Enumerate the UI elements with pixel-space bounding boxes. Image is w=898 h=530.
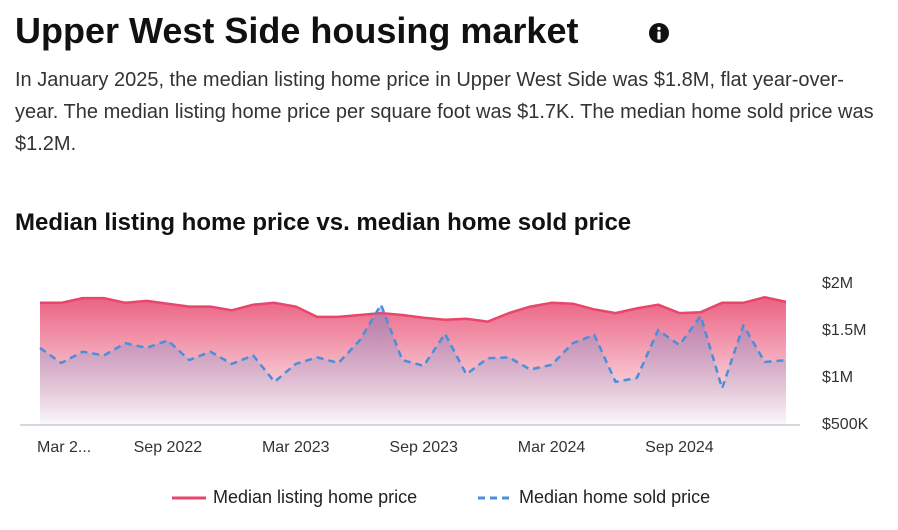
page-title: Upper West Side housing market [15,10,579,51]
x-tick-label: Sep 2024 [645,439,714,456]
chart-title: Median listing home price vs. median hom… [15,209,632,236]
legend-label: Median listing home price [213,487,417,507]
area-fill [40,304,786,425]
y-tick-label: $1M [822,369,853,386]
y-tick-label: $500K [822,416,869,433]
legend-label: Median home sold price [519,487,710,507]
y-tick-label: $2M [822,275,853,292]
x-tick-label: Mar 2... [37,439,91,456]
info-icon[interactable] [648,22,670,44]
x-tick-label: Sep 2023 [389,439,458,456]
series-line [39,303,787,390]
x-tick-label: Sep 2022 [134,439,203,456]
description: In January 2025, the median listing home… [15,69,874,155]
y-tick-label: $1.5M [822,322,866,339]
x-tick-label: Mar 2024 [518,439,586,456]
x-tick-label: Mar 2023 [262,439,330,456]
series-line [40,295,787,323]
